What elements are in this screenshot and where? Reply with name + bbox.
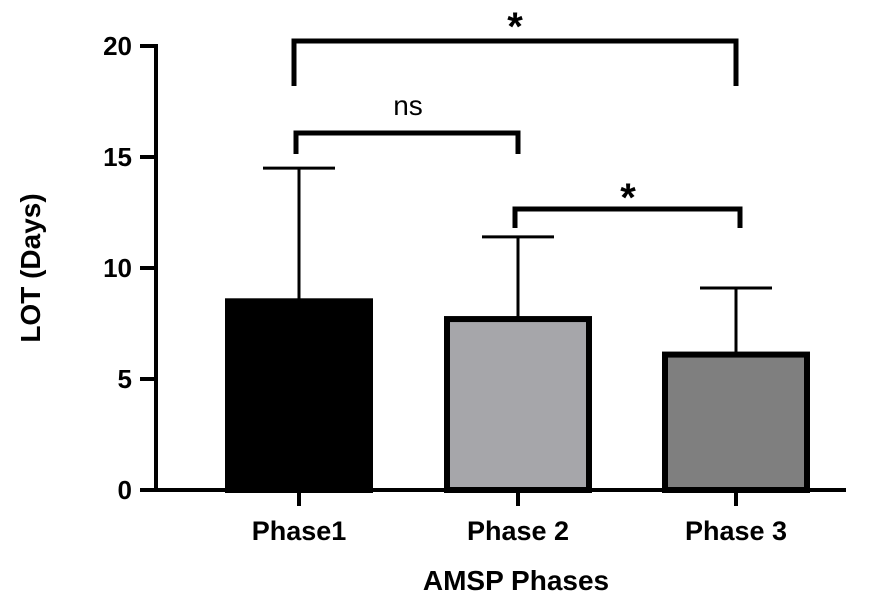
significance-label: ns [393,90,423,121]
significance-label: * [507,5,523,49]
bar [225,298,373,493]
significance-group: * ns * [291,5,743,228]
bars-group [225,298,810,493]
significance-bracket [291,38,739,86]
y-axis-title: LOT (Days) [15,193,46,342]
y-tick-label: 10 [103,253,132,283]
y-tick-label: 20 [103,31,132,61]
error-bars-group [263,166,772,355]
y-tick-label: 5 [118,364,132,394]
bar [662,351,810,493]
y-tick-label: 0 [118,475,132,505]
x-tick-label: Phase 3 [685,516,787,546]
significance-label: * [620,176,636,220]
x-axis-title: AMSP Phases [423,565,609,596]
axes-group: 0 5 10 15 20 Phase1 Phase 2 Phase 3 [103,31,846,546]
y-tick-label: 15 [103,142,132,172]
x-tick-label: Phase 2 [467,516,569,546]
significance-bracket [293,130,521,154]
bar [444,316,592,493]
x-tick-label: Phase1 [252,516,347,546]
significance-bracket [512,206,743,228]
